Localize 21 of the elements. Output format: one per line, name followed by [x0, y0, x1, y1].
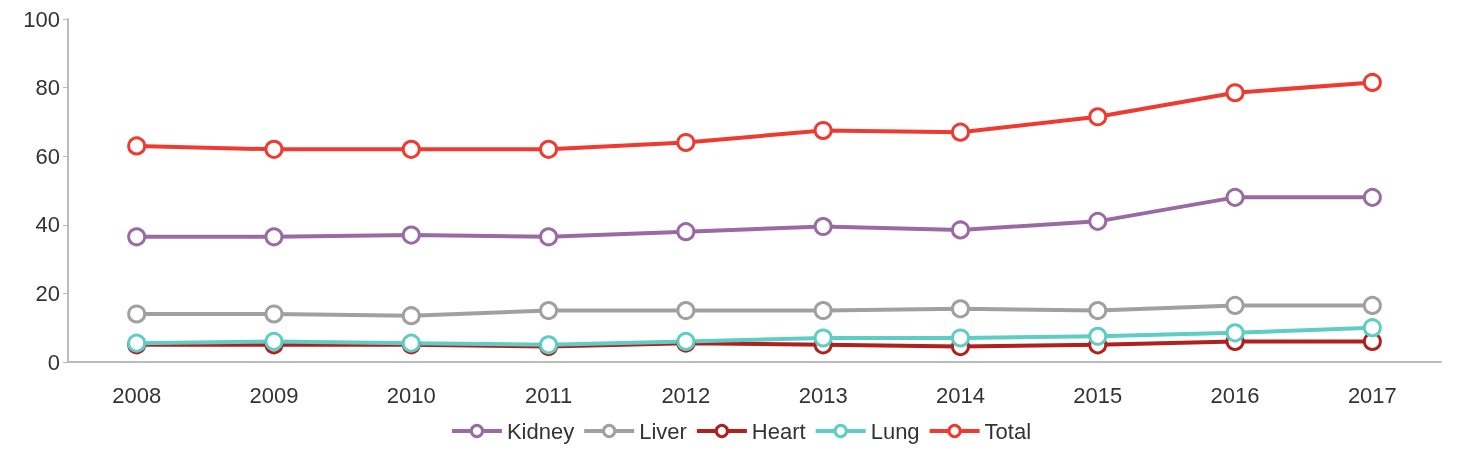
x-tick-label: 2016 — [1210, 382, 1260, 408]
x-tick-label: 2012 — [661, 382, 711, 408]
y-tick-label: 0 — [47, 349, 60, 375]
y-tick-label: 60 — [35, 143, 60, 169]
legend-label: Kidney — [506, 418, 575, 444]
y-tick-label: 100 — [23, 6, 60, 32]
x-tick-label: 2008 — [112, 382, 162, 408]
x-tick-label: 2014 — [935, 382, 985, 408]
x-tick-label: 2015 — [1073, 382, 1123, 408]
legend-label: Liver — [639, 418, 687, 444]
x-tick-label: 2010 — [386, 382, 436, 408]
x-tick-label: 2009 — [249, 382, 299, 408]
y-tick-label: 80 — [35, 75, 60, 101]
legend-label: Lung — [870, 418, 920, 444]
legend-label: Total — [984, 418, 1032, 444]
y-tick-label: 40 — [35, 212, 60, 238]
x-tick-label: 2013 — [798, 382, 848, 408]
x-tick-label: 2017 — [1347, 382, 1397, 408]
legend-label: Heart — [751, 418, 806, 444]
x-tick-label: 2011 — [524, 382, 573, 408]
y-tick-label: 20 — [35, 280, 60, 306]
